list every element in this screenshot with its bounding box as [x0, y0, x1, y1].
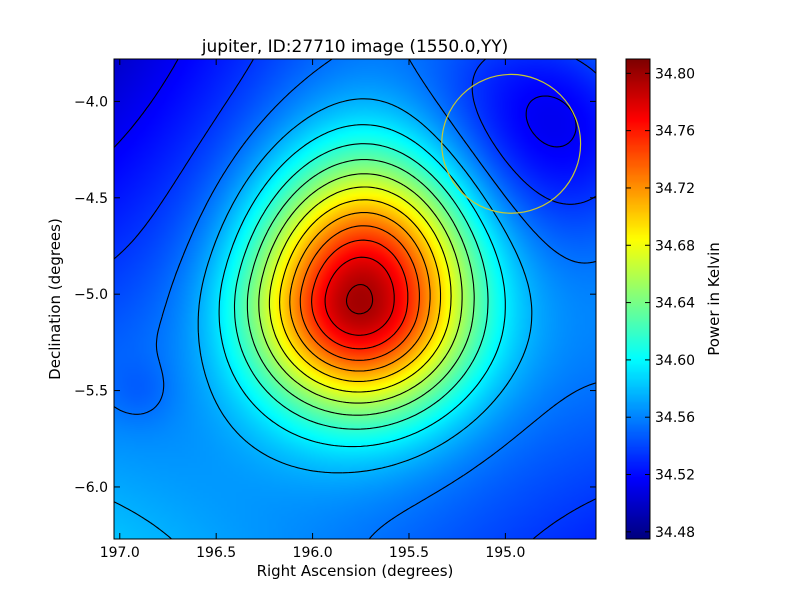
contour-line: [268, 186, 452, 393]
colorbar-gradient: [626, 59, 650, 539]
x-tick-label: 195.5: [389, 545, 429, 561]
plot-frame: [113, 58, 597, 540]
contour-line: [233, 143, 489, 430]
beam-circle: [441, 73, 582, 214]
contour-line: [289, 211, 431, 372]
contour-line: [246, 159, 475, 416]
y-tick-label: −4.5: [74, 191, 108, 207]
colorbar-label: Power in Kelvin: [705, 242, 723, 356]
heatmap-image: [114, 59, 596, 539]
y-tick-label: −4.0: [74, 94, 108, 110]
contour-line: [299, 225, 420, 361]
y-tick-label: −6.0: [74, 480, 108, 496]
colorbar-frame: [625, 58, 651, 540]
contour-lines: [114, 59, 596, 539]
colorbar-tick-label: 34.72: [655, 181, 695, 197]
colorbar-tick-label: 34.80: [655, 66, 695, 82]
contour-line: [114, 59, 596, 539]
x-tick-label: 195.0: [485, 545, 525, 561]
colorbar-tick-label: 34.68: [655, 238, 695, 254]
x-tick-label: 197.0: [100, 545, 140, 561]
contour-line: [114, 98, 533, 539]
contour-line: [114, 59, 577, 148]
contour-line: [114, 59, 596, 539]
y-tick-label: −5.5: [74, 384, 108, 400]
colorbar-tick-label: 34.56: [655, 410, 695, 426]
contour-line: [311, 239, 409, 350]
colorbar-tick-label: 34.60: [655, 353, 695, 369]
x-axis: 197.0 196.5 196.0 195.5 195.0: [100, 59, 525, 561]
colorbar: 34.48 34.52 34.56 34.60 34.64 34.68 34.72 34.76…: [625, 58, 723, 541]
contour-line: [345, 283, 374, 315]
colorbar-ticks: 34.48 34.52 34.56 34.60 34.64 34.68 34.72 34.76…: [626, 66, 695, 541]
chart-title: jupiter, ID:27710 image (1550.0,YY): [201, 37, 509, 57]
y-axis-label: Declination (degrees): [46, 218, 64, 380]
colorbar-tick-label: 34.76: [655, 124, 695, 140]
colorbar-tick-label: 34.64: [655, 296, 695, 312]
colorbar-tick-label: 34.52: [655, 468, 695, 484]
y-tick-label: −5.0: [74, 287, 108, 303]
contour-line: [258, 173, 463, 404]
contour-line: [324, 256, 395, 336]
x-tick-label: 196.5: [196, 545, 236, 561]
contour-line: [279, 199, 442, 382]
x-tick-label: 196.0: [293, 545, 333, 561]
x-axis-label: Right Ascension (degrees): [257, 562, 454, 580]
contour-line: [218, 124, 506, 448]
heatmap-plot-area: [113, 58, 597, 540]
y-axis: −4.0 −4.5 −5.0 −5.5 −6.0: [74, 94, 596, 496]
colorbar-tick-label: 34.48: [655, 525, 695, 541]
